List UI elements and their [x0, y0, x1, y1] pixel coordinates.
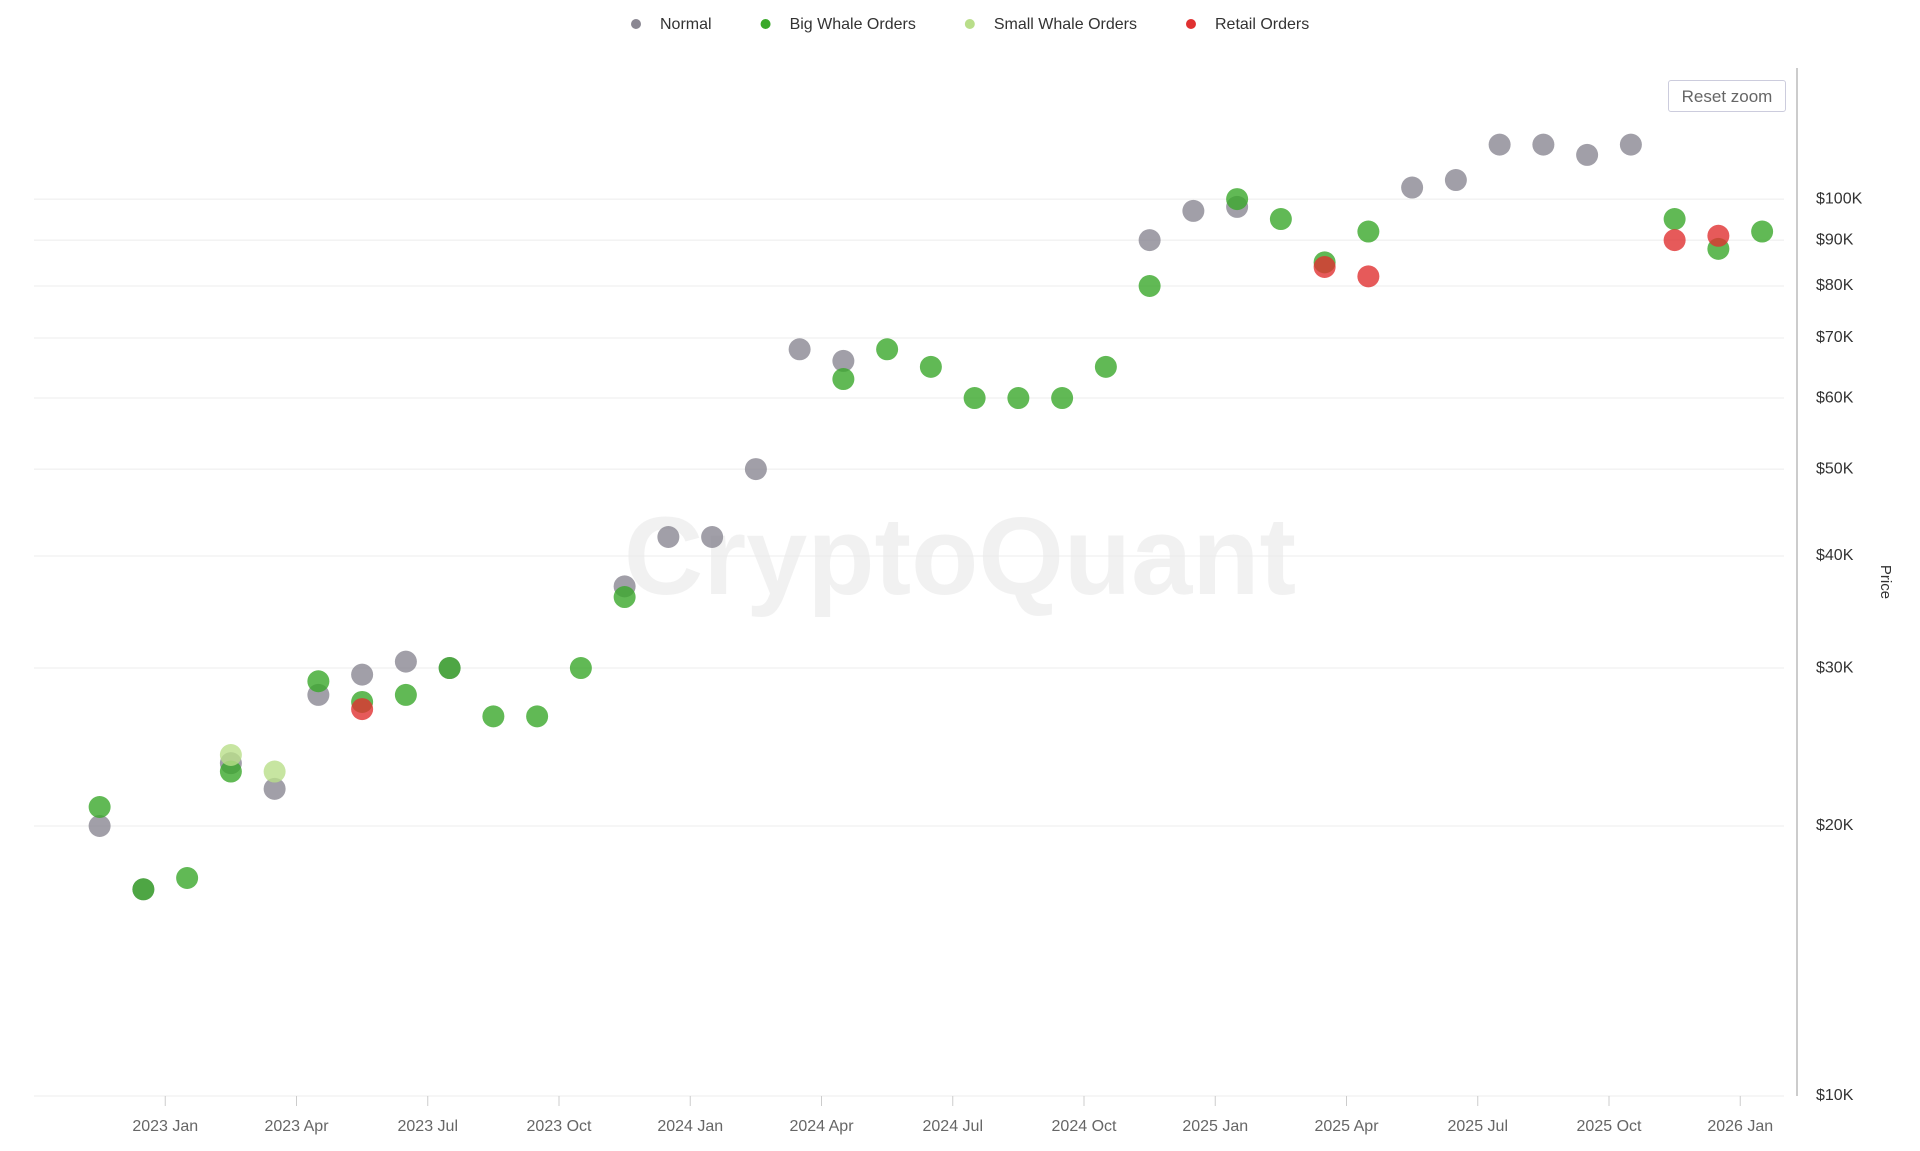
data-point [1138, 229, 1161, 252]
data-point [176, 867, 199, 890]
data-point [1051, 387, 1074, 410]
data-point [963, 387, 986, 410]
data-point [1532, 133, 1555, 156]
data-point [701, 525, 724, 548]
y-axis-title: Price [1877, 565, 1894, 599]
x-tick-label: 2025 Jul [1448, 1118, 1509, 1135]
data-point [394, 683, 417, 706]
data-point [88, 814, 111, 837]
data-point [1313, 255, 1336, 278]
x-tick-label: 2023 Jan [132, 1118, 198, 1135]
legend-item[interactable]: Big Whale Orders [760, 16, 916, 33]
x-tick-label: 2023 Jul [398, 1118, 459, 1135]
data-point [1576, 143, 1599, 166]
data-point [307, 670, 330, 693]
x-tick-label: 2024 Oct [1052, 1118, 1117, 1135]
data-point [1444, 169, 1467, 192]
y-tick-label: $90K [1816, 231, 1854, 248]
data-point [1182, 199, 1205, 222]
y-tick-label: $70K [1816, 329, 1854, 346]
data-point [1094, 355, 1117, 378]
data-point [1619, 133, 1642, 156]
data-point [657, 525, 680, 548]
x-tick-label: 2023 Apr [264, 1118, 329, 1135]
data-point [132, 878, 155, 901]
y-tick-label: $20K [1816, 817, 1854, 834]
data-point [351, 698, 374, 721]
x-tick-label: 2024 Jan [657, 1118, 723, 1135]
y-tick-label: $60K [1816, 389, 1854, 406]
data-point [1357, 265, 1380, 288]
data-point [876, 338, 899, 361]
data-point [351, 663, 374, 686]
legend-label: Big Whale Orders [790, 16, 916, 33]
data-point [263, 777, 286, 800]
legend-marker [964, 19, 975, 29]
legend-label: Normal [660, 16, 712, 33]
data-point [438, 657, 461, 680]
legend-item[interactable]: Normal [631, 16, 712, 33]
y-tick-label: $100K [1816, 190, 1863, 207]
data-point [788, 338, 811, 361]
data-point [613, 586, 636, 609]
reset-zoom-button[interactable]: Reset zoom [1668, 80, 1786, 112]
data-point [832, 349, 855, 372]
data-point [919, 355, 942, 378]
y-tick-label: $10K [1816, 1087, 1854, 1104]
watermark: CryptoQuant [624, 495, 1296, 618]
data-point [1707, 224, 1730, 247]
legend-marker [760, 19, 771, 29]
data-point [1663, 229, 1686, 252]
data-point [1751, 220, 1774, 243]
data-point [482, 705, 505, 728]
legend-item[interactable]: Small Whale Orders [964, 16, 1137, 33]
x-tick-label: 2025 Jan [1182, 1118, 1248, 1135]
data-point [394, 650, 417, 673]
legend-marker [1185, 19, 1196, 29]
data-point [1401, 176, 1424, 199]
x-tick-label: 2025 Apr [1314, 1118, 1379, 1135]
data-point [526, 705, 549, 728]
y-tick-label: $50K [1816, 460, 1854, 477]
data-point [263, 760, 286, 783]
data-point [569, 657, 592, 680]
data-point [1488, 133, 1511, 156]
legend-label: Retail Orders [1215, 16, 1309, 33]
x-tick-label: 2026 Jan [1707, 1118, 1773, 1135]
y-tick-label: $30K [1816, 659, 1854, 676]
data-point [1226, 188, 1249, 211]
data-point [1007, 387, 1030, 410]
x-tick-label: 2024 Jul [923, 1118, 984, 1135]
data-point [219, 743, 242, 766]
data-point [744, 458, 767, 481]
data-point [1269, 208, 1292, 231]
legend-marker [631, 19, 641, 29]
data-point [1357, 220, 1380, 243]
data-point [832, 368, 855, 391]
x-tick-label: 2025 Oct [1577, 1118, 1642, 1135]
y-tick-label: $40K [1816, 547, 1854, 564]
data-point [1663, 208, 1686, 231]
data-point [88, 795, 111, 818]
legend-label: Small Whale Orders [994, 16, 1137, 33]
data-point [219, 760, 242, 783]
data-point [1138, 274, 1161, 297]
x-tick-label: 2023 Oct [527, 1118, 592, 1135]
x-tick-label: 2024 Apr [789, 1118, 854, 1135]
y-tick-label: $80K [1816, 277, 1854, 294]
legend-item[interactable]: Retail Orders [1185, 16, 1309, 33]
